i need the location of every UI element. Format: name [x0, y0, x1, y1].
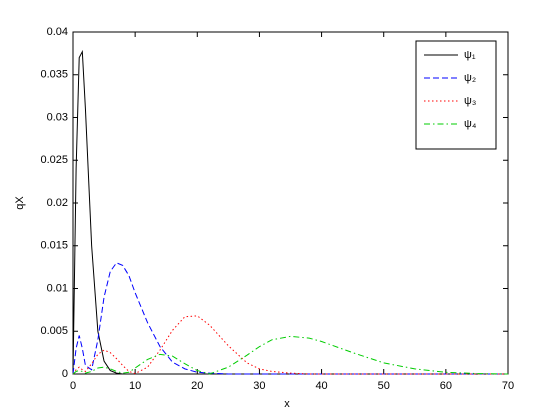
x-tick-label: 50 — [378, 380, 390, 392]
legend-box — [415, 40, 497, 150]
x-tick-label: 20 — [191, 380, 203, 392]
series-line — [72, 262, 508, 375]
series-line — [72, 335, 509, 375]
legend-label: ψ₃ — [464, 95, 476, 107]
x-tick-label: 10 — [129, 380, 141, 392]
y-tick-label: 0.005 — [40, 325, 68, 337]
x-axis-label: x — [284, 398, 290, 410]
x-tick-label: 30 — [253, 380, 265, 392]
y-tick-label: 0 — [62, 368, 68, 380]
y-tick-label: 0.02 — [47, 197, 68, 209]
y-tick-label: 0.025 — [40, 154, 68, 166]
x-tick-label: 70 — [502, 380, 514, 392]
series-line — [72, 315, 508, 375]
legend-label: ψ₁ — [464, 49, 476, 61]
y-tick-label: 0.03 — [47, 111, 68, 123]
y-tick-label: 0.035 — [40, 69, 68, 81]
x-tick-label: 40 — [315, 380, 327, 392]
y-tick-label: 0.015 — [40, 240, 68, 252]
x-tick-label: 0 — [70, 380, 76, 392]
legend-label: ψ₂ — [464, 72, 476, 84]
x-tick-label: 60 — [440, 380, 452, 392]
y-tick-label: 0.01 — [47, 282, 68, 294]
y-tick-label: 0.04 — [47, 26, 68, 38]
legend-label: ψ₄ — [464, 118, 477, 130]
y-axis-label: qX — [14, 196, 26, 210]
